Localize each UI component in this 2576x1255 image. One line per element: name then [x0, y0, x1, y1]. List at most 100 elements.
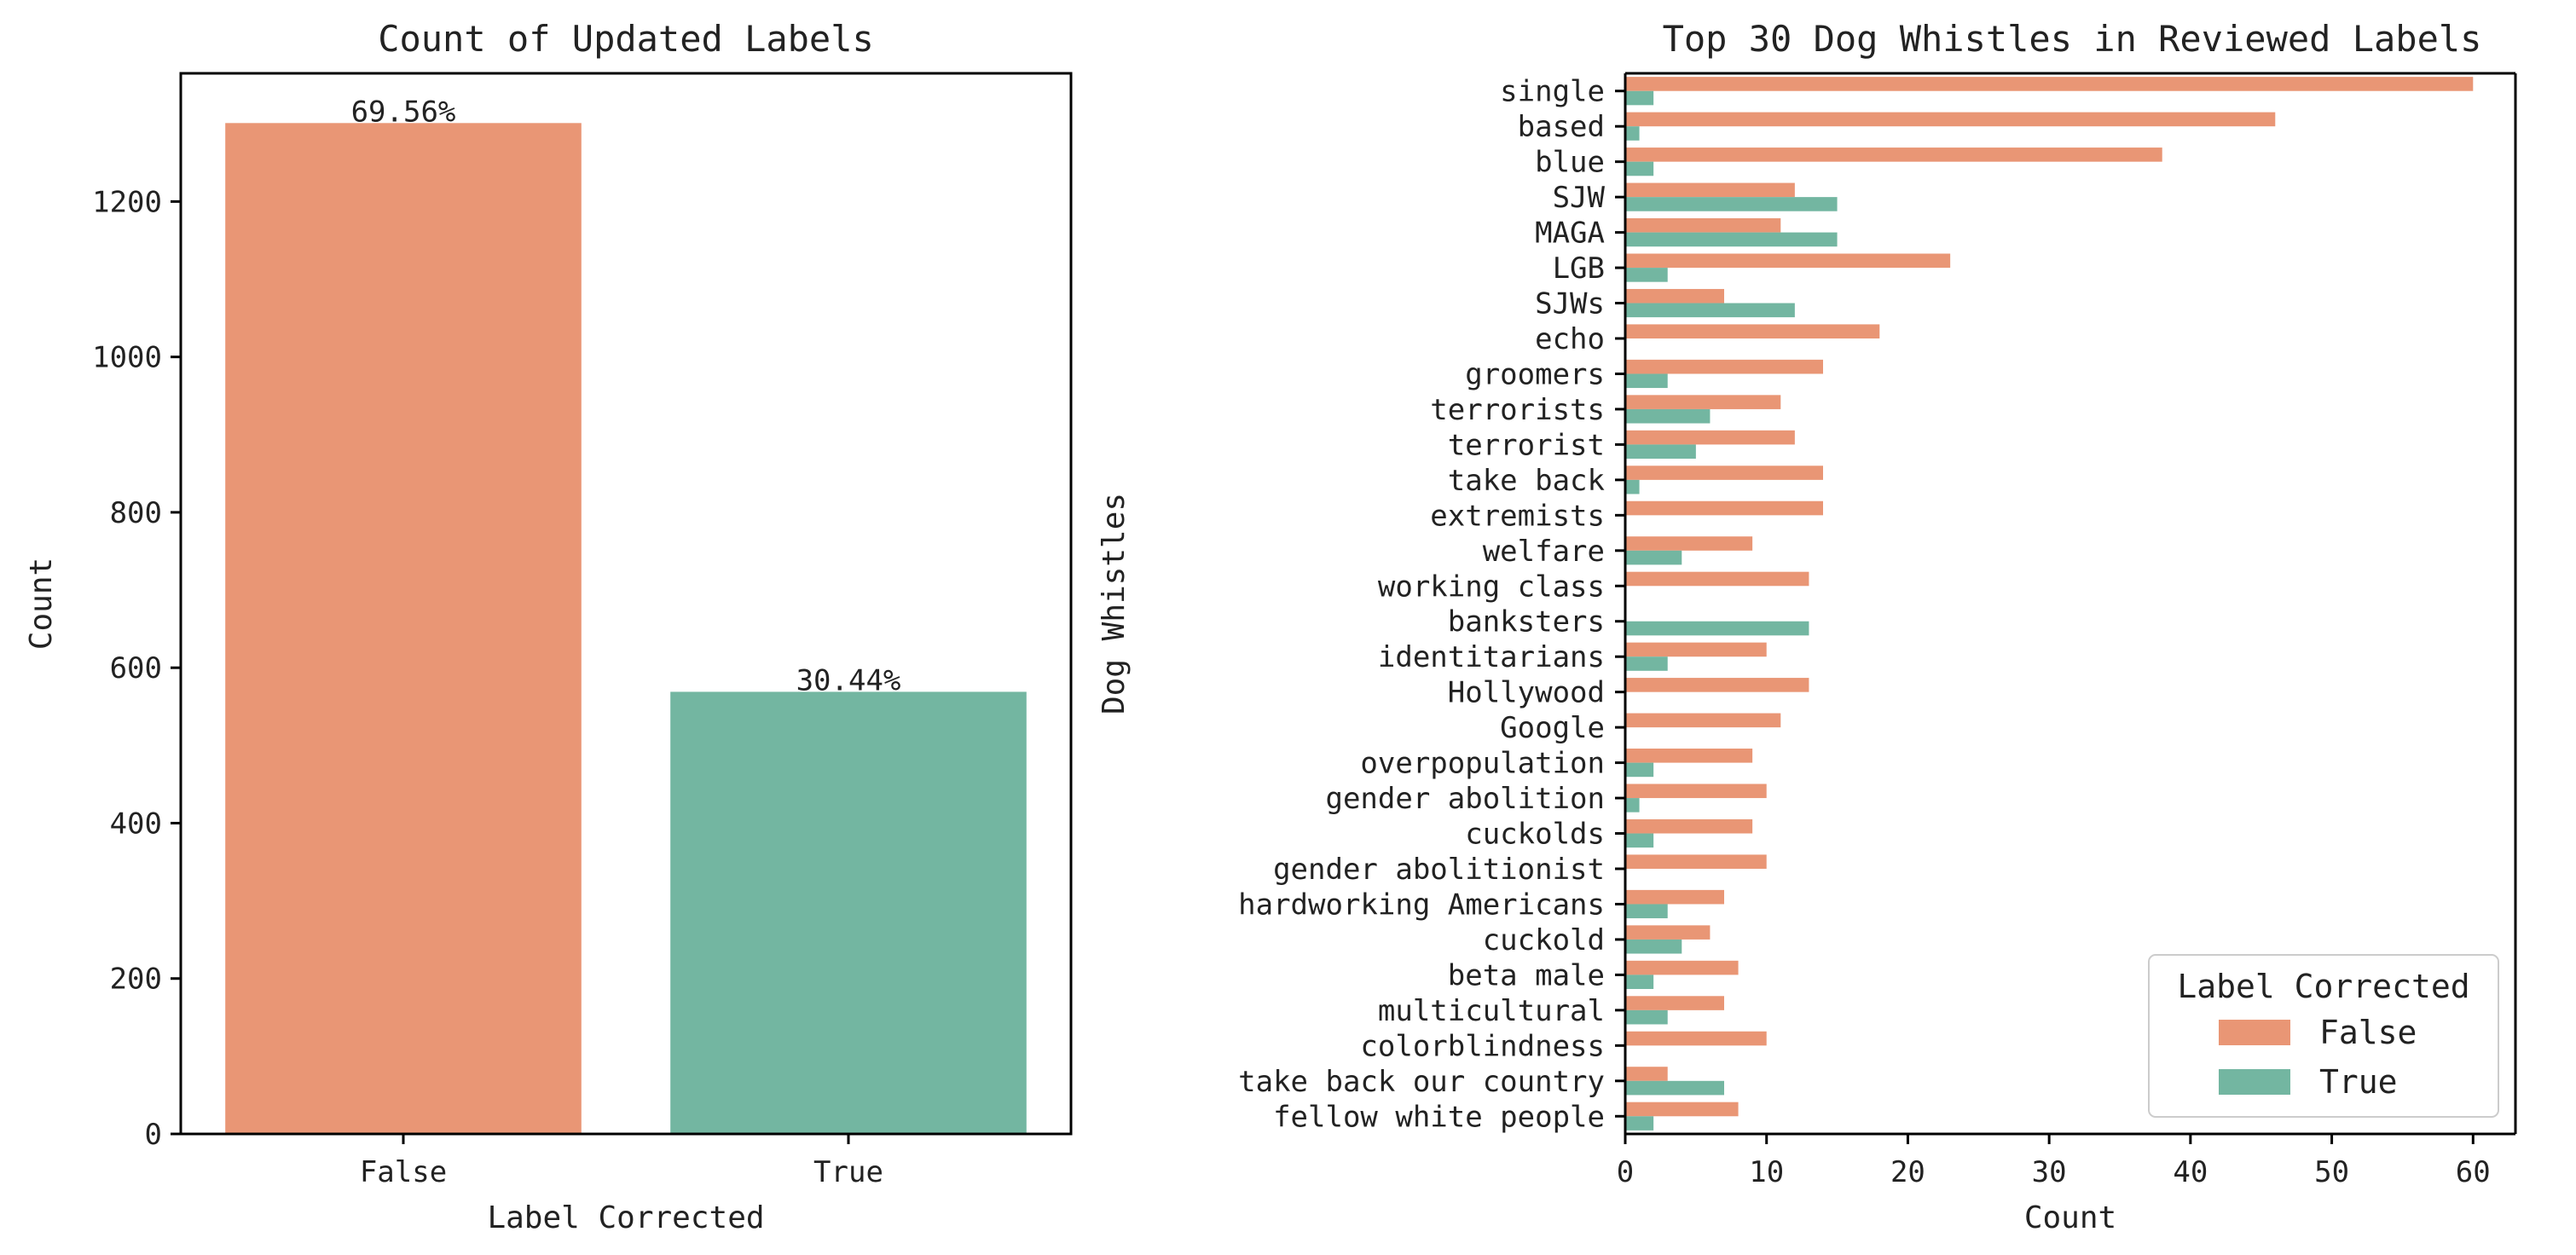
right-bar-false	[1625, 253, 1951, 269]
right-bar-false	[1625, 218, 1781, 233]
left-x-axis-label: Label Corrected	[487, 1200, 764, 1235]
legend-swatch-true	[2219, 1069, 2290, 1095]
right-y-axis-label: Dog Whistles	[1097, 493, 1132, 714]
right-bar-false	[1625, 713, 1781, 728]
left-data-label-false: 69.56%	[351, 95, 456, 129]
left-y-tick-label: 0	[145, 1118, 162, 1152]
right-bar-false	[1625, 889, 1724, 905]
right-bar-true	[1625, 232, 1838, 247]
right-bar-false	[1625, 430, 1795, 445]
right-bar-false	[1625, 466, 1823, 480]
right-bar-false	[1625, 996, 1724, 1010]
left-y-tick-label: 1200	[92, 185, 162, 219]
right-bar-true	[1625, 798, 1640, 813]
left-x-tick-label-true: True	[813, 1155, 883, 1189]
right-y-tick-label: overpopulation	[1360, 747, 1605, 781]
right-bar-true	[1625, 444, 1696, 459]
right-y-tick-label: identitarians	[1378, 640, 1605, 674]
left-y-axis-label: Count	[24, 558, 59, 650]
right-x-tick-label: 50	[2314, 1155, 2349, 1189]
right-y-tick-label: Google	[1500, 711, 1605, 745]
legend-title: Label Corrected	[2177, 968, 2469, 1005]
left-data-label-true: 30.44%	[796, 663, 901, 697]
right-barh-chart: Top 30 Dog Whistles in Reviewed Labels s…	[1097, 18, 2517, 1235]
right-y-tick-label: welfare	[1483, 535, 1605, 569]
right-bar-false	[1625, 571, 1809, 587]
right-bar-false	[1625, 324, 1880, 338]
right-x-tick-label: 0	[1617, 1155, 1634, 1189]
right-y-tick-label: terrorist	[1448, 428, 1605, 462]
right-bar-false	[1625, 288, 1724, 304]
right-bar-false	[1625, 77, 2474, 91]
right-bar-true	[1625, 268, 1668, 282]
right-bar-true	[1625, 975, 1654, 989]
left-bar-chart: Count of Updated Labels 0 200 400 600 800 100…	[24, 18, 1073, 1235]
right-bar-false	[1625, 395, 1781, 409]
right-bar-false	[1625, 1102, 1739, 1117]
left-y-tick-label: 600	[110, 651, 162, 685]
right-y-tick-label: take back our country	[1238, 1065, 1605, 1099]
right-y-tick-label: SJWs	[1535, 287, 1605, 321]
right-y-tick-label: take back	[1448, 464, 1605, 498]
right-bar-true	[1625, 550, 1682, 565]
right-x-tick-label: 40	[2173, 1155, 2208, 1189]
right-y-tick-label: LGB	[1553, 252, 1605, 286]
right-y-tick-label: multicultural	[1378, 994, 1605, 1028]
right-bar-true	[1625, 408, 1711, 424]
right-y-tick-label: terrorists	[1430, 393, 1605, 427]
left-y-tick-label: 400	[110, 807, 162, 841]
right-y-tick-label: hardworking Americans	[1238, 888, 1605, 922]
legend: Label Corrected False True	[2148, 954, 2499, 1118]
right-y-tick-label: gender abolitionist	[1273, 853, 1605, 887]
right-bar-false	[1625, 1067, 1668, 1081]
right-x-tick-label: 60	[2456, 1155, 2491, 1189]
right-bar-false	[1625, 960, 1739, 975]
left-y-tick-label: 1000	[92, 341, 162, 375]
right-bar-false	[1625, 925, 1711, 940]
left-y-tick-label: 800	[110, 496, 162, 530]
right-bar-false	[1625, 359, 1823, 374]
right-bar-true	[1625, 939, 1682, 954]
right-bar-true	[1625, 1116, 1654, 1131]
right-bar-true	[1625, 1009, 1668, 1025]
right-y-tick-label: working class	[1378, 570, 1605, 604]
right-bar-true	[1625, 762, 1654, 778]
right-bar-false	[1625, 818, 1753, 834]
right-bar-false	[1625, 147, 2162, 162]
right-y-tick-label: echo	[1535, 322, 1605, 356]
right-chart-title: Top 30 Dog Whistles in Reviewed Labels	[1663, 18, 2482, 60]
right-bar-true	[1625, 303, 1795, 318]
left-bar-false	[225, 123, 582, 1134]
right-y-tick-label: beta male	[1448, 958, 1605, 992]
right-bar-true	[1625, 1080, 1724, 1096]
right-y-tick-label: extremists	[1430, 499, 1605, 533]
right-bar-false	[1625, 500, 1823, 516]
left-bar-true	[670, 691, 1027, 1134]
right-y-tick-label: colorblindness	[1360, 1029, 1605, 1063]
right-bar-false	[1625, 642, 1767, 657]
right-bar-true	[1625, 656, 1668, 671]
right-bar-true	[1625, 90, 1654, 106]
right-y-tick-label: cuckold	[1483, 923, 1605, 957]
right-x-tick-label: 20	[1890, 1155, 1925, 1189]
left-plot-frame	[179, 72, 1073, 1136]
right-y-tick-label: MAGA	[1535, 217, 1605, 251]
right-y-tick-label: banksters	[1448, 605, 1605, 639]
left-chart-title: Count of Updated Labels	[378, 18, 874, 60]
right-bar-false	[1625, 784, 1767, 799]
right-y-tick-label: groomers	[1465, 357, 1605, 391]
right-y-tick-label: gender abolition	[1325, 782, 1605, 816]
right-bar-false	[1625, 854, 1767, 869]
right-bar-true	[1625, 833, 1654, 848]
legend-label-false: False	[2319, 1014, 2417, 1051]
right-y-tick-label: SJW	[1553, 181, 1606, 215]
right-y-tick-label: blue	[1535, 146, 1605, 180]
right-bar-false	[1625, 749, 1753, 763]
right-bar-true	[1625, 373, 1668, 389]
right-bar-false	[1625, 1031, 1767, 1046]
right-bar-true	[1625, 161, 1654, 176]
right-bar-false	[1625, 678, 1809, 692]
right-y-tick-label: cuckolds	[1465, 818, 1605, 852]
left-x-tick-label-false: False	[360, 1155, 447, 1189]
